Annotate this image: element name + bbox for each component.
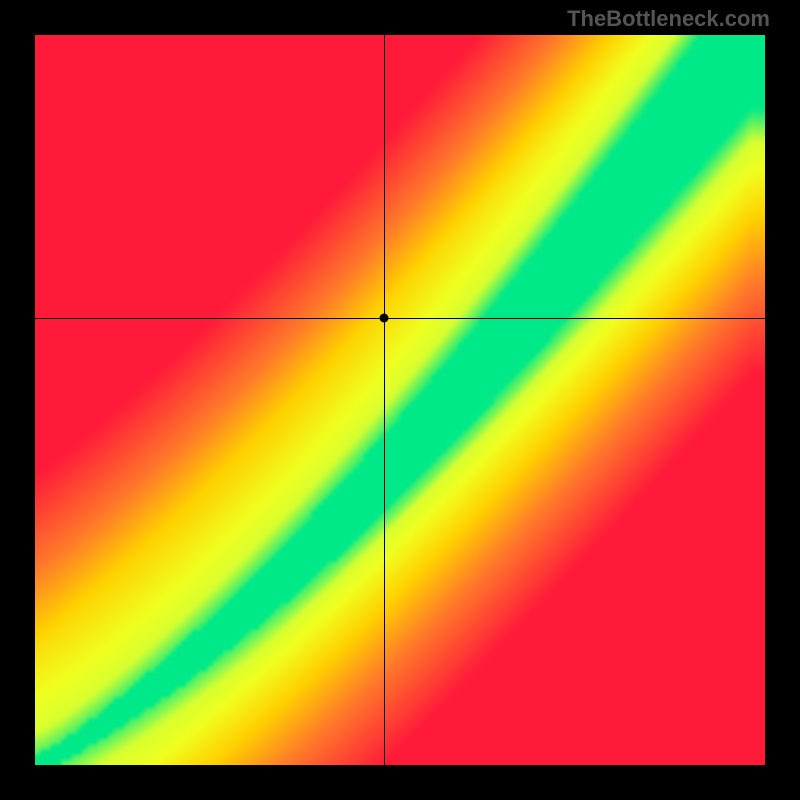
watermark-text: TheBottleneck.com (567, 6, 770, 32)
heatmap-canvas (35, 35, 765, 765)
plot-area (35, 35, 765, 765)
crosshair-vertical (384, 35, 385, 765)
crosshair-marker (379, 314, 388, 323)
crosshair-horizontal (35, 318, 765, 319)
